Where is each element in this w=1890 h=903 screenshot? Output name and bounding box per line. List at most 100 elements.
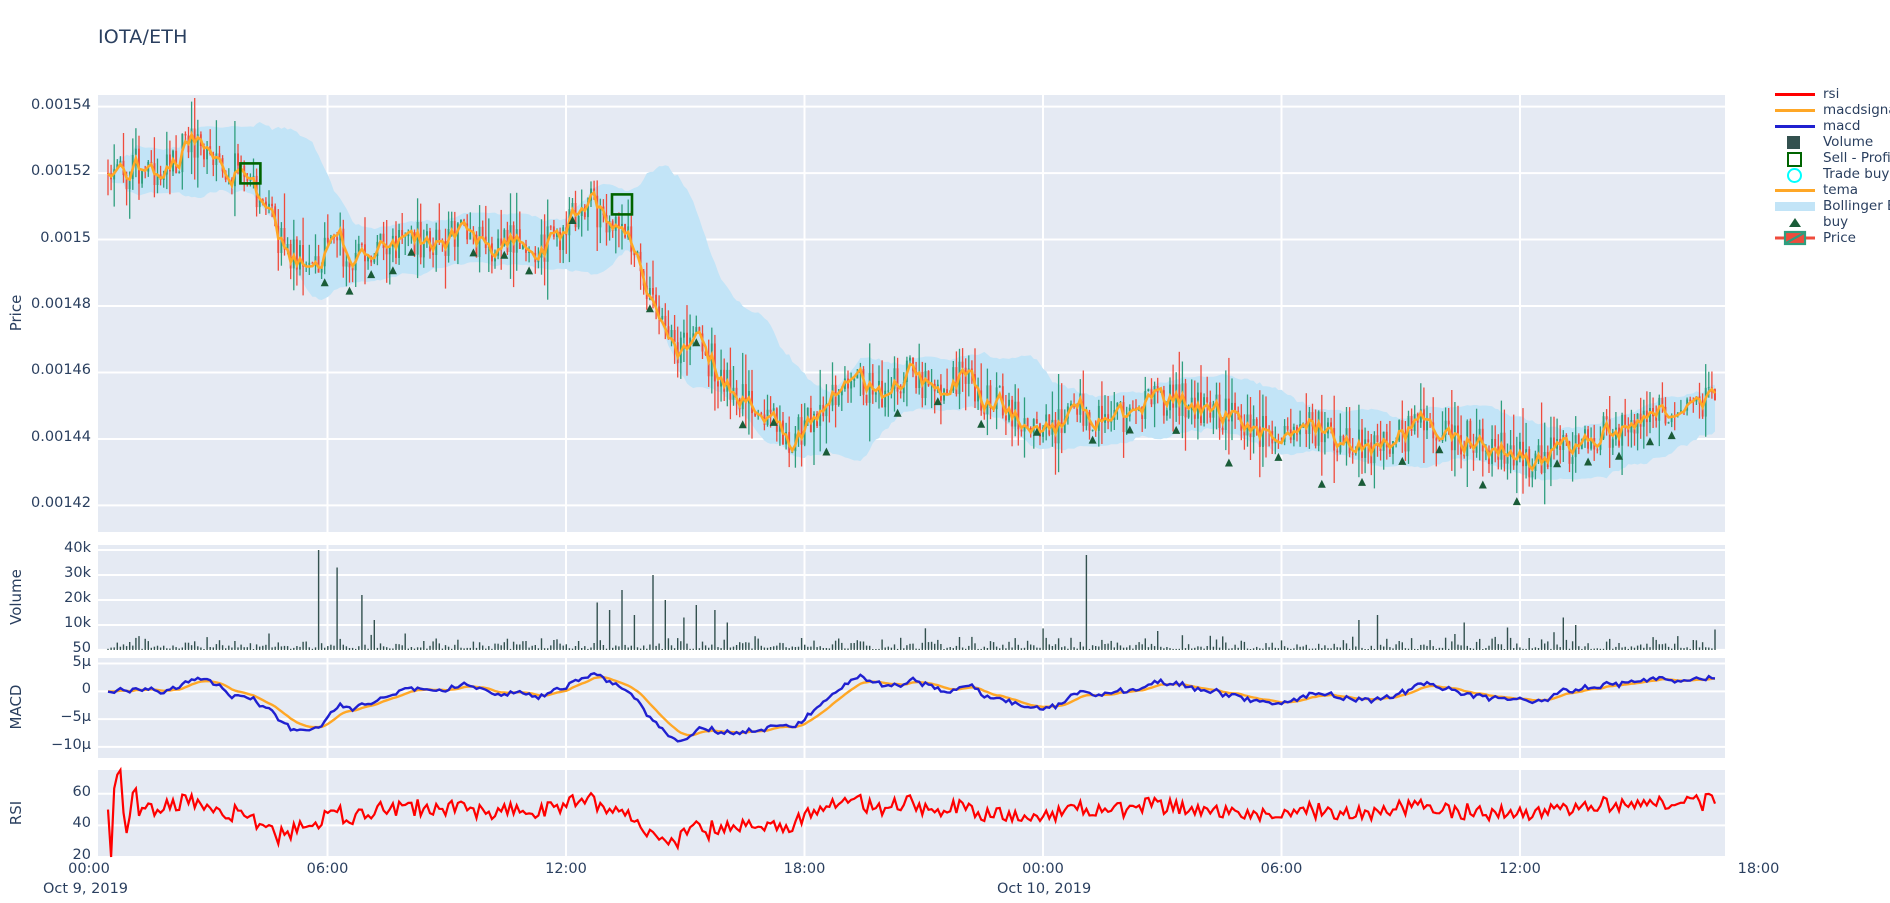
volume-bar	[1030, 644, 1032, 650]
volume-bar	[423, 641, 425, 650]
volume-bar	[1655, 639, 1657, 650]
legend-item-tema[interactable]: tema	[1773, 182, 1888, 198]
volume-bar	[1596, 648, 1598, 650]
volume-bar	[1609, 638, 1611, 650]
candlestick-swatch	[1775, 230, 1815, 246]
volume-bar	[240, 644, 242, 650]
page-title: IOTA/ETH	[98, 26, 188, 48]
volume-bar	[1414, 648, 1416, 650]
volume-bar	[872, 649, 874, 650]
buy-marker	[933, 397, 942, 406]
legend-item-price[interactable]: Price	[1773, 230, 1888, 246]
volume-bar	[1246, 648, 1249, 650]
volume-bar	[166, 648, 168, 650]
volume-bar	[1209, 635, 1211, 650]
buy-markers	[320, 216, 1676, 506]
legend-item-macdsignal[interactable]: macdsignal	[1773, 102, 1890, 118]
legend-item-sell-profit[interactable]: Sell - Profit	[1773, 150, 1890, 167]
volume-bar	[1575, 625, 1577, 650]
volume-bar	[212, 647, 214, 650]
legend-item-buy[interactable]: buy	[1773, 214, 1888, 230]
volume-bar	[407, 648, 409, 650]
volume-bar	[113, 647, 115, 650]
volume-bar	[1417, 649, 1419, 650]
volume-axis-label: Volume	[7, 568, 25, 625]
volume-bar	[701, 641, 704, 650]
volume-bar	[119, 646, 122, 650]
volume-bar	[290, 648, 292, 650]
volume-bar	[1522, 648, 1524, 650]
legend-item-trade-buy[interactable]: Trade buy	[1773, 166, 1889, 183]
volume-bar	[1556, 644, 1558, 650]
volume-bar	[234, 641, 236, 650]
volume-bar	[1147, 647, 1150, 650]
axis-tick: 12:00	[545, 861, 587, 877]
legend-item-volume[interactable]: Volume	[1773, 134, 1888, 150]
volume-bar	[751, 648, 753, 650]
volume-bar	[1330, 648, 1332, 650]
volume-bar	[565, 644, 567, 650]
candlestick-icon	[1773, 230, 1817, 246]
volume-bar	[1664, 643, 1667, 650]
volume-bar	[1163, 648, 1165, 650]
axis-tick: 30k	[64, 565, 91, 581]
volume-bar	[1472, 648, 1475, 650]
volume-bar	[345, 646, 348, 650]
volume-bar	[930, 641, 933, 650]
buy-marker	[769, 417, 778, 426]
volume-bar	[1457, 644, 1459, 650]
volume-bar	[1191, 648, 1193, 650]
volume-bar	[1593, 648, 1595, 650]
axis-date-label: Oct 10, 2019	[997, 881, 1092, 897]
volume-bar	[330, 644, 332, 650]
volume-bar	[742, 643, 744, 650]
volume-bar	[506, 638, 509, 650]
volume-bar	[1091, 645, 1094, 650]
volume-bar	[590, 647, 592, 650]
buy-marker	[367, 270, 376, 279]
volume-bar	[197, 646, 199, 650]
volume-bar	[1500, 644, 1503, 650]
volume-gridlines	[98, 545, 1725, 651]
square-open-swatch	[1787, 152, 1802, 167]
volume-bar	[169, 648, 171, 650]
volume-bar	[358, 646, 360, 650]
volume-bar	[389, 648, 391, 650]
volume-bar	[1008, 641, 1010, 650]
volume-bar	[333, 645, 335, 650]
volume-bar	[869, 645, 871, 650]
volume-bar	[568, 648, 571, 650]
volume-bar	[1599, 648, 1602, 650]
volume-bar	[1494, 636, 1496, 650]
volume-bar	[1222, 636, 1224, 650]
volume-bar	[1048, 644, 1050, 650]
volume-bar	[1172, 648, 1174, 650]
price-panel	[98, 95, 1725, 532]
volume-bar	[469, 647, 471, 650]
volume-bar	[965, 648, 967, 650]
volume-bar	[519, 644, 521, 650]
volume-bar	[132, 645, 134, 650]
volume-bar	[1652, 637, 1654, 650]
volume-bar	[435, 638, 437, 650]
volume-bar	[1036, 647, 1038, 650]
volume-bar	[1249, 649, 1252, 650]
volume-bar	[1218, 647, 1221, 650]
volume-bar	[509, 648, 512, 650]
legend-item-rsi[interactable]: rsi	[1773, 86, 1888, 102]
volume-bar	[243, 647, 245, 650]
volume-bar	[1587, 643, 1589, 650]
volume-bar	[958, 637, 961, 650]
volume-bar	[172, 645, 174, 650]
volume-bar	[763, 647, 766, 650]
volume-bar	[1562, 617, 1564, 650]
legend-item-bollinger-band[interactable]: Bollinger Band	[1773, 198, 1890, 214]
axis-tick: 40	[72, 815, 91, 832]
legend-item-macd[interactable]: macd	[1773, 118, 1888, 134]
volume-bar	[305, 641, 307, 650]
volume-bar	[392, 648, 394, 650]
volume-bar	[1692, 640, 1694, 650]
volume-bar	[577, 641, 580, 650]
volume-bar	[420, 647, 422, 650]
volume-bar	[884, 647, 886, 650]
